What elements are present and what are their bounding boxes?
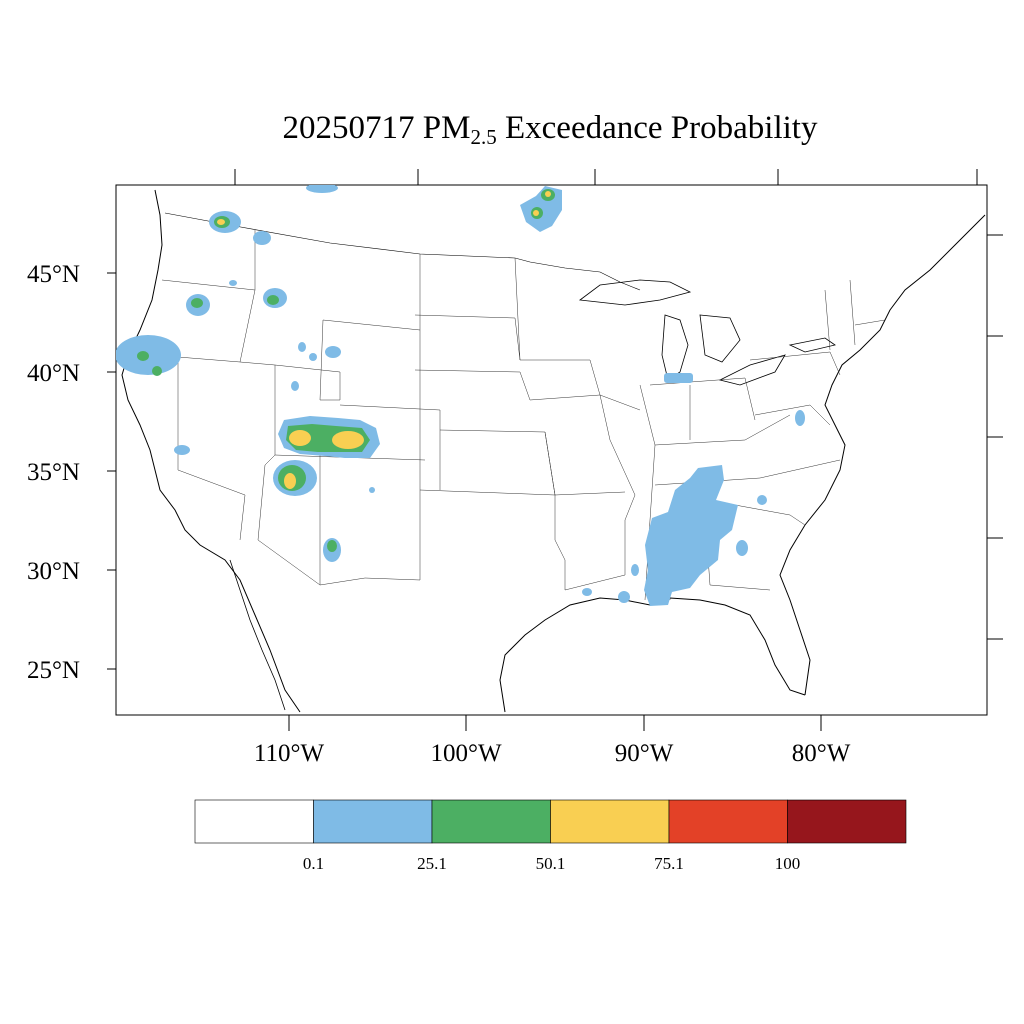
colorbar: 0.1 25.1 50.1 75.1 100 [194, 799, 907, 873]
pacific-coastline [121, 189, 301, 713]
colorbar-label: 100 [775, 854, 801, 873]
lake-huron [699, 314, 741, 363]
area-northern-california-core [137, 351, 149, 361]
lake-michigan [661, 314, 689, 381]
lat-label-25: 25°N [27, 657, 80, 684]
area-alabama-tennessee [644, 465, 738, 606]
area-carolina-small [757, 495, 767, 505]
area-nw-washington-peak [217, 219, 225, 225]
area-northern-indiana [664, 373, 693, 383]
area-utah-small [291, 381, 299, 391]
colorbar-swatch [550, 799, 670, 844]
area-minnesota-peak-2 [533, 210, 539, 216]
area-central-oregon-core [191, 298, 203, 308]
lon-label-80: 80°W [792, 740, 851, 767]
colorbar-label: 75.1 [654, 854, 684, 873]
area-wyoming-small [325, 346, 341, 358]
probability-areas [116, 185, 805, 606]
area-utah-north-small [309, 353, 317, 361]
lon-ticks [288, 715, 822, 731]
colorbar-label: 50.1 [536, 854, 566, 873]
area-virginia [795, 410, 805, 426]
area-mississippi-coast [618, 591, 630, 603]
lat-label-40: 40°N [27, 360, 80, 387]
title-subscript: 2.5 [470, 125, 497, 149]
area-georgia-small [736, 540, 748, 556]
colorbar-swatch [194, 799, 314, 844]
area-utah-colorado-peak-east [332, 431, 364, 449]
lat-label-35: 35°N [27, 459, 80, 486]
area-ne-washington [253, 231, 271, 245]
colorbar-label: 0.1 [303, 854, 324, 873]
title-suffix: Exceedance Probability [496, 110, 818, 146]
colorbar-swatch [313, 799, 433, 844]
baja-coast [229, 559, 286, 711]
area-oregon-small [229, 280, 237, 286]
area-utah-colorado-peak-west [289, 430, 311, 446]
lon-label-90: 90°W [615, 740, 674, 767]
area-louisiana-small [582, 588, 592, 596]
right-ticks [987, 234, 1003, 640]
colorbar-label: 25.1 [417, 854, 447, 873]
us-canada-border [164, 212, 641, 291]
map-frame [115, 184, 988, 716]
area-central-idaho-core [267, 295, 279, 305]
map-title: 20250717 PM2.5 Exceedance Probability [0, 110, 1024, 150]
area-southern-new-mexico-core [327, 540, 337, 552]
area-nm-north-small [369, 487, 375, 493]
colorbar-swatch [787, 799, 907, 844]
lat-label-45: 45°N [27, 261, 80, 288]
lake-ontario [788, 337, 836, 353]
lon-label-100: 100°W [430, 740, 501, 767]
lake-superior [578, 279, 692, 306]
area-northern-arizona-peak [284, 473, 296, 489]
lat-ticks [107, 272, 116, 670]
area-border-north [306, 185, 338, 193]
lon-label-110: 110°W [254, 740, 325, 767]
area-nevada-small [174, 445, 190, 455]
lake-erie [718, 354, 786, 386]
area-idaho-small [298, 342, 306, 352]
state-boundaries [161, 230, 886, 601]
area-mississippi-small [631, 564, 639, 576]
area-northern-california-core2 [152, 366, 162, 376]
top-ticks [234, 169, 978, 185]
colorbar-swatch [431, 799, 551, 844]
area-minnesota-peak-1 [545, 191, 551, 197]
title-prefix: 20250717 PM [282, 110, 471, 146]
atlantic-coastline [779, 214, 986, 696]
lat-label-30: 30°N [27, 558, 80, 585]
colorbar-swatch [668, 799, 788, 844]
